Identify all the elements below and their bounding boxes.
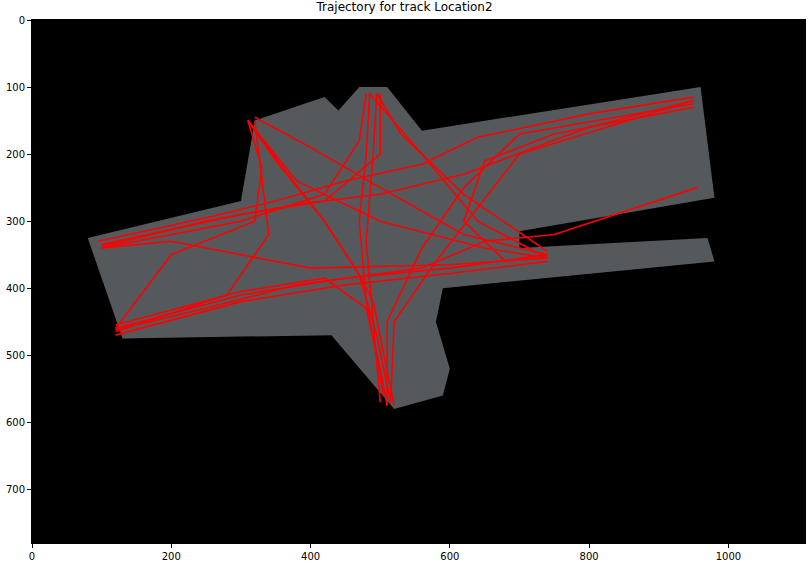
svg-text:600: 600 xyxy=(440,551,459,562)
svg-text:700: 700 xyxy=(6,484,25,495)
svg-text:800: 800 xyxy=(580,551,599,562)
svg-text:1000: 1000 xyxy=(716,551,741,562)
svg-text:Trajectory for track Location2: Trajectory for track Location2 xyxy=(315,0,492,14)
svg-text:400: 400 xyxy=(6,283,25,294)
svg-text:400: 400 xyxy=(301,551,320,562)
svg-text:100: 100 xyxy=(6,82,25,93)
svg-text:200: 200 xyxy=(162,551,181,562)
svg-text:200: 200 xyxy=(6,149,25,160)
svg-text:0: 0 xyxy=(19,15,25,26)
svg-text:500: 500 xyxy=(6,350,25,361)
svg-text:0: 0 xyxy=(29,551,35,562)
svg-text:600: 600 xyxy=(6,417,25,428)
svg-text:300: 300 xyxy=(6,216,25,227)
